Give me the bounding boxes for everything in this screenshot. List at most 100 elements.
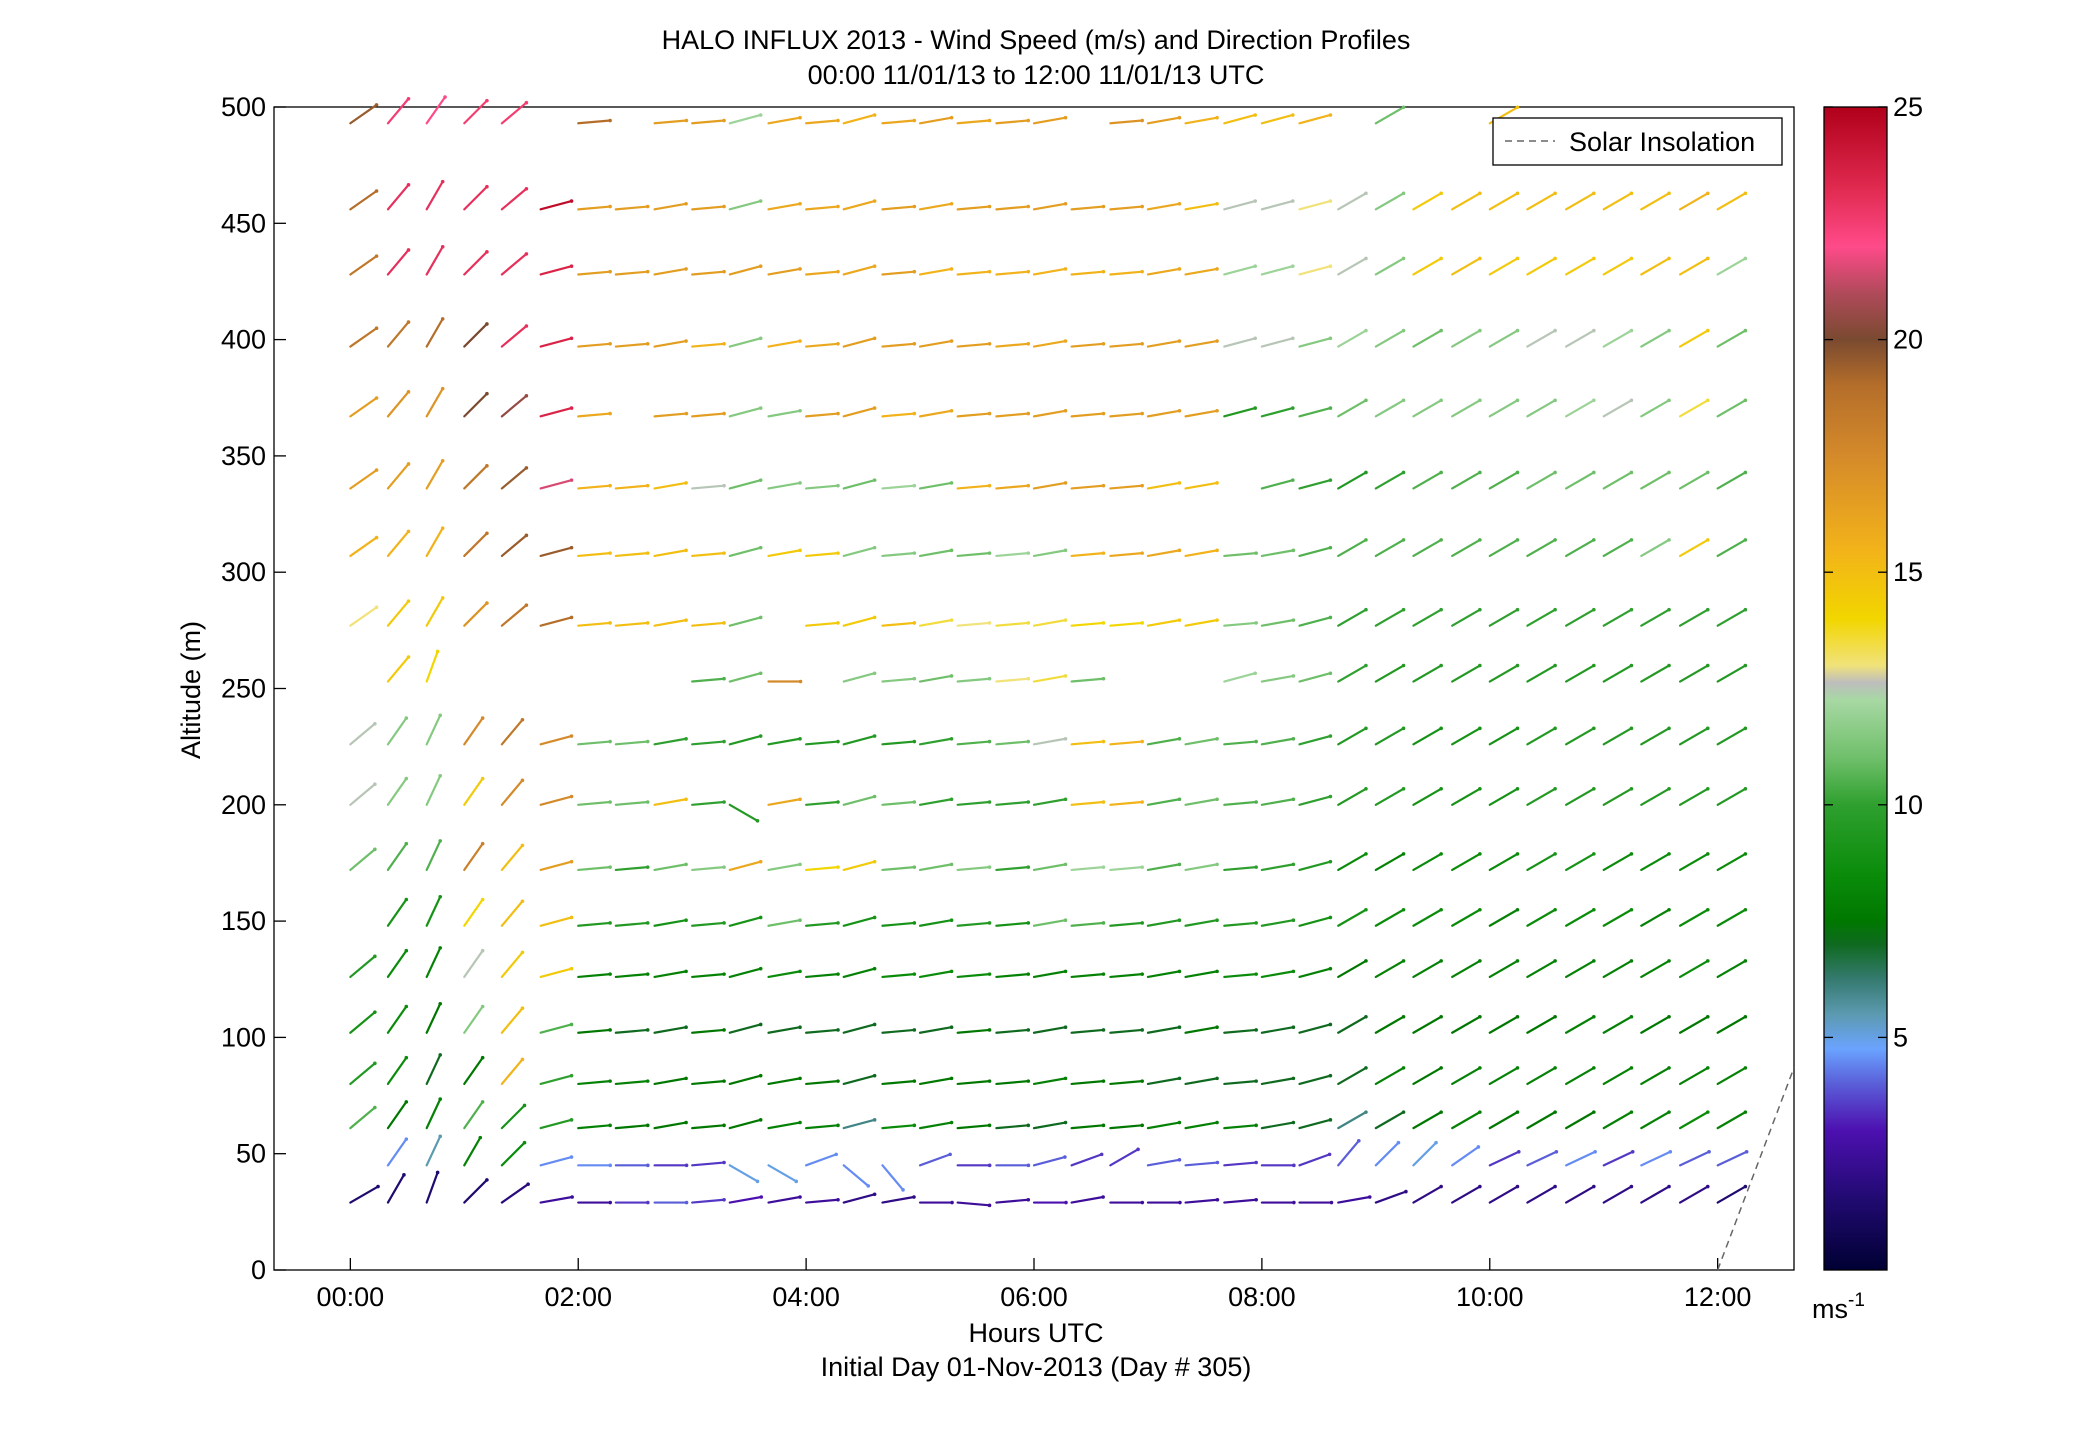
wind-vector-head bbox=[987, 341, 992, 346]
wind-vector-head bbox=[645, 1123, 650, 1128]
wind-vector bbox=[653, 919, 688, 927]
wind-vector bbox=[463, 717, 484, 746]
wind-vector-head bbox=[1743, 191, 1748, 196]
wind-vector bbox=[500, 1007, 524, 1034]
wind-vector-head bbox=[485, 184, 489, 189]
wind-vector bbox=[956, 1201, 991, 1207]
wind-vector-head bbox=[645, 621, 650, 625]
wind-vector-head bbox=[1177, 339, 1182, 343]
wind-vector-head bbox=[987, 1079, 992, 1083]
wind-vector bbox=[1184, 619, 1219, 627]
wind-vector bbox=[1374, 664, 1405, 683]
wind-vector-head bbox=[1478, 398, 1482, 403]
wind-vector bbox=[805, 1028, 840, 1034]
wind-vector-head bbox=[520, 843, 525, 848]
wind-vector-head bbox=[912, 800, 917, 804]
wind-vector-head bbox=[608, 865, 612, 869]
wind-vector-head bbox=[1592, 787, 1596, 791]
wind-vector-head bbox=[872, 545, 877, 550]
wind-vector-head bbox=[1364, 191, 1368, 196]
wind-vector-head bbox=[438, 773, 443, 778]
wind-vector bbox=[918, 1121, 953, 1130]
wind-vector bbox=[425, 180, 444, 211]
wind-vector-head bbox=[1515, 959, 1520, 963]
wind-vector-head bbox=[987, 800, 992, 804]
wind-vector-head bbox=[755, 819, 760, 823]
wind-vector bbox=[1032, 409, 1067, 418]
wind-vector bbox=[995, 205, 1030, 211]
wind-vector-head bbox=[1592, 907, 1596, 912]
y-tick-label: 350 bbox=[221, 441, 266, 471]
wind-vector bbox=[1374, 471, 1405, 490]
wind-vector bbox=[881, 677, 916, 683]
wind-vector bbox=[386, 777, 408, 806]
wind-vector-head bbox=[798, 267, 802, 271]
wind-vector-head bbox=[949, 201, 954, 206]
wind-vector bbox=[691, 1198, 726, 1204]
wind-vector-head bbox=[1629, 1184, 1634, 1189]
wind-vector-head bbox=[608, 341, 612, 346]
wind-vector-head bbox=[1478, 191, 1482, 196]
wind-vector-head bbox=[1629, 1014, 1634, 1019]
wind-vector-head bbox=[404, 716, 409, 720]
wind-vector bbox=[1412, 1111, 1443, 1130]
wind-vector-head bbox=[1667, 256, 1671, 261]
wind-vector bbox=[500, 534, 528, 558]
wind-vector bbox=[1146, 481, 1181, 490]
wind-vector bbox=[956, 921, 991, 927]
wind-vector bbox=[577, 119, 612, 125]
wind-vector bbox=[1565, 1111, 1595, 1130]
wind-vector-head bbox=[1743, 1014, 1748, 1019]
wind-vector bbox=[1109, 866, 1144, 872]
wind-vector bbox=[1184, 339, 1219, 348]
wind-vector-head bbox=[1291, 918, 1296, 922]
wind-vector bbox=[425, 95, 447, 125]
wind-vector-head bbox=[1667, 1066, 1671, 1070]
wind-vector bbox=[842, 916, 876, 927]
wind-vector-head bbox=[1705, 726, 1710, 731]
wind-vector bbox=[728, 803, 759, 822]
wind-vector bbox=[1374, 787, 1405, 806]
wind-vector bbox=[1640, 1066, 1671, 1086]
wind-vector-head bbox=[645, 204, 650, 209]
wind-vector bbox=[691, 621, 726, 627]
wind-vector bbox=[463, 842, 484, 872]
wind-vector-head bbox=[1478, 256, 1482, 261]
wind-vector bbox=[1602, 329, 1633, 348]
wind-vector bbox=[349, 606, 378, 627]
wind-vector-head bbox=[1401, 959, 1406, 963]
wind-vector-head bbox=[1026, 972, 1031, 976]
colorbar-tick-label: 15 bbox=[1893, 557, 1923, 587]
wind-vector bbox=[728, 916, 762, 927]
wind-vector bbox=[1184, 737, 1219, 746]
wind-vector bbox=[842, 479, 876, 490]
wind-vector-head bbox=[1328, 615, 1333, 620]
wind-vector-head bbox=[872, 615, 877, 620]
wind-vector bbox=[539, 860, 573, 872]
wind-vector bbox=[1298, 795, 1332, 806]
wind-vector-head bbox=[524, 186, 529, 191]
wind-vector bbox=[767, 1195, 802, 1204]
wind-vector bbox=[805, 973, 840, 979]
wind-vector bbox=[1298, 1153, 1331, 1167]
wind-vector-head bbox=[1667, 538, 1671, 542]
wind-vector bbox=[1565, 192, 1595, 211]
wind-vector-head bbox=[798, 862, 802, 867]
wind-vector bbox=[1526, 959, 1557, 979]
wind-vector-head bbox=[438, 1001, 443, 1006]
wind-vector bbox=[1337, 1015, 1368, 1034]
wind-vector-head bbox=[1592, 852, 1596, 856]
wind-vector bbox=[805, 1080, 840, 1086]
wind-vector-head bbox=[798, 736, 802, 741]
wind-vector bbox=[463, 392, 489, 418]
wind-vector bbox=[1565, 1185, 1595, 1204]
wind-vector bbox=[1374, 1066, 1405, 1086]
wind-vector-head bbox=[912, 1079, 917, 1083]
wind-vector bbox=[1223, 265, 1257, 276]
wind-vector-head bbox=[1101, 739, 1106, 744]
wind-vector bbox=[349, 469, 378, 490]
wind-vector bbox=[425, 387, 444, 418]
wind-vector-head bbox=[1328, 478, 1333, 482]
wind-vector-head bbox=[798, 1195, 802, 1199]
wind-vector-head bbox=[1026, 483, 1031, 488]
